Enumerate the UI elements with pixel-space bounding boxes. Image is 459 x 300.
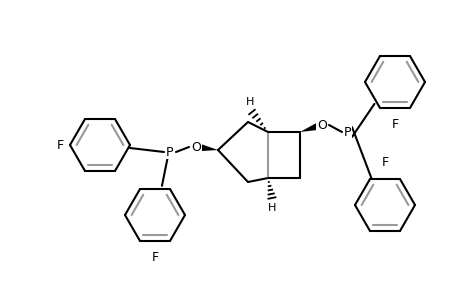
Text: P: P bbox=[166, 146, 174, 158]
Polygon shape bbox=[195, 142, 218, 152]
Text: F: F bbox=[391, 118, 397, 131]
Polygon shape bbox=[299, 121, 323, 132]
Text: F: F bbox=[57, 139, 64, 152]
Text: F: F bbox=[151, 251, 158, 264]
Text: O: O bbox=[316, 118, 326, 131]
Text: H: H bbox=[267, 203, 275, 213]
Text: O: O bbox=[190, 140, 201, 154]
Text: H: H bbox=[245, 97, 254, 107]
Text: P: P bbox=[343, 125, 351, 139]
Text: F: F bbox=[381, 156, 388, 169]
